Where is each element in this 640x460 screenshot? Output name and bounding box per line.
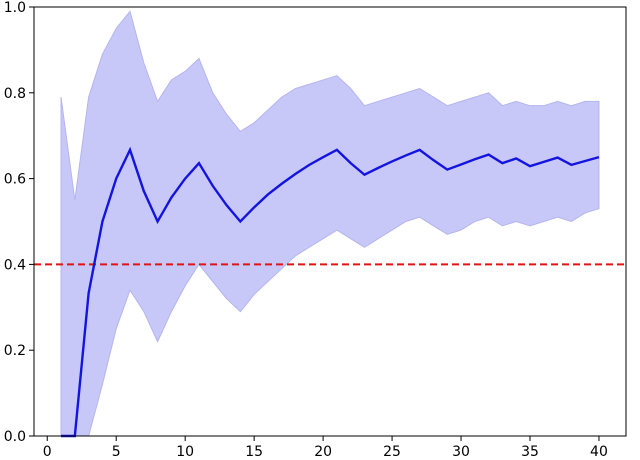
confidence-band <box>60 10 600 437</box>
y-tick-label: 0.6 <box>4 172 26 188</box>
axes-layer: 0 5 10 15 20 25 30 35 40 0.0 0.2 0.4 0.6 0.8 1.0 <box>4 0 627 460</box>
plot-frame <box>33 6 627 437</box>
y-tick-label: 0.4 <box>4 257 26 273</box>
y-tick-label: 0.2 <box>4 343 26 359</box>
series-line-layer <box>61 146 600 438</box>
x-tick-label: 25 <box>383 444 401 460</box>
x-tick-label: 15 <box>245 444 263 460</box>
x-tick-label: 30 <box>452 444 470 460</box>
x-tick-label: 5 <box>112 444 121 460</box>
series-line <box>61 146 600 438</box>
y-tick-label: 1.0 <box>4 0 26 16</box>
y-tick-label: 0.8 <box>4 86 26 102</box>
x-tick-label: 20 <box>314 444 332 460</box>
x-tick-label: 35 <box>521 444 539 460</box>
confidence-band-layer <box>60 10 600 437</box>
x-tick-label: 0 <box>43 444 52 460</box>
y-tick-label: 0.0 <box>4 429 26 445</box>
x-tick-label: 10 <box>176 444 194 460</box>
x-tick-label: 40 <box>590 444 608 460</box>
